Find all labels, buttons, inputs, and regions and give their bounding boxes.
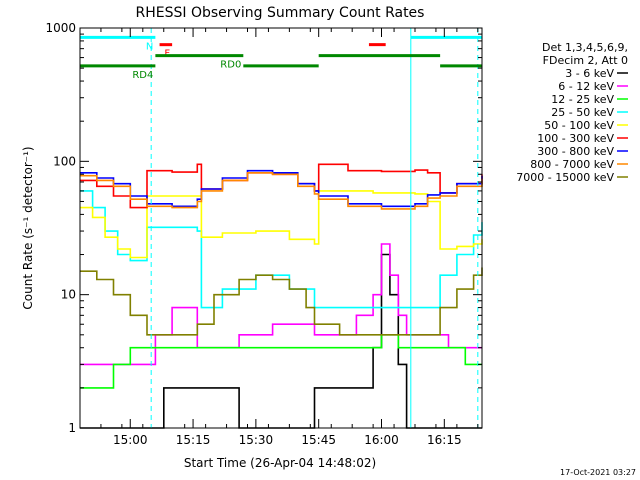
legend-entry-3: 12 - 25 keV — [551, 93, 614, 106]
chart-title: RHESSI Observing Summary Count Rates — [136, 5, 425, 21]
legend-entry-8: 800 - 7000 keV — [530, 158, 614, 171]
annotation-label-1: N — [146, 41, 153, 52]
series-layer — [80, 163, 483, 429]
legend: Det 1,3,4,5,6,9,FDecim 2, Att 03 - 6 keV… — [516, 41, 628, 184]
series-line-4 — [80, 190, 483, 309]
series-line-1 — [80, 253, 482, 429]
y-tick-label-3: 100 — [53, 154, 76, 168]
legend-header-2: FDecim 2, Att 0 — [543, 54, 628, 67]
annotation-label-5: RD0 — [220, 60, 241, 71]
series-line-2 — [80, 243, 482, 366]
legend-entry-9: 7000 - 15000 keV — [516, 171, 614, 184]
series-line-8 — [80, 172, 483, 210]
y-axis: 1 10 100 1000 — [45, 21, 482, 435]
x-tick-label-6: 16:15 — [427, 433, 462, 447]
x-tick-label-5: 16:00 — [364, 433, 399, 447]
y-tick-label-1: 1 — [68, 421, 76, 435]
legend-entry-5: 50 - 100 keV — [544, 119, 614, 132]
series-line-6 — [80, 163, 483, 209]
annotation-layer: NF RD0 RD4 — [80, 28, 482, 428]
x-tick-label-4: 15:45 — [301, 433, 336, 447]
legend-entry-2: 6 - 12 keV — [558, 80, 614, 93]
series-line-9 — [80, 267, 483, 336]
legend-entry-7: 300 - 800 keV — [537, 145, 614, 158]
annotation-label-7: RD4 — [132, 70, 153, 81]
annotation-label-3: F — [164, 49, 170, 60]
series-line-3 — [80, 334, 482, 389]
legend-entry-1: 3 - 6 keV — [565, 67, 614, 80]
y-axis-label: Count Rate (s⁻¹ detector⁻¹) — [21, 146, 35, 309]
series-line-7 — [80, 169, 483, 208]
x-tick-label-3: 15:30 — [239, 433, 274, 447]
legend-header-1: Det 1,3,4,5,6,9, — [542, 41, 628, 54]
legend-entry-6: 100 - 300 keV — [537, 132, 614, 145]
x-axis-label: Start Time (26-Apr-04 14:48:02) — [184, 456, 376, 470]
x-tick-label-2: 15:15 — [176, 433, 211, 447]
y-tick-label-2: 10 — [61, 288, 76, 302]
y-tick-label-4: 1000 — [45, 21, 76, 35]
series-line-5 — [80, 190, 483, 259]
legend-entry-4: 25 - 50 keV — [551, 106, 614, 119]
x-axis: 15:00 15:15 15:30 15:45 16:00 16:15 — [79, 28, 479, 447]
x-tick-label-1: 15:00 — [113, 433, 148, 447]
plot-frame — [79, 27, 483, 429]
footer-timestamp: 17-Oct-2021 03:27 — [560, 468, 636, 477]
